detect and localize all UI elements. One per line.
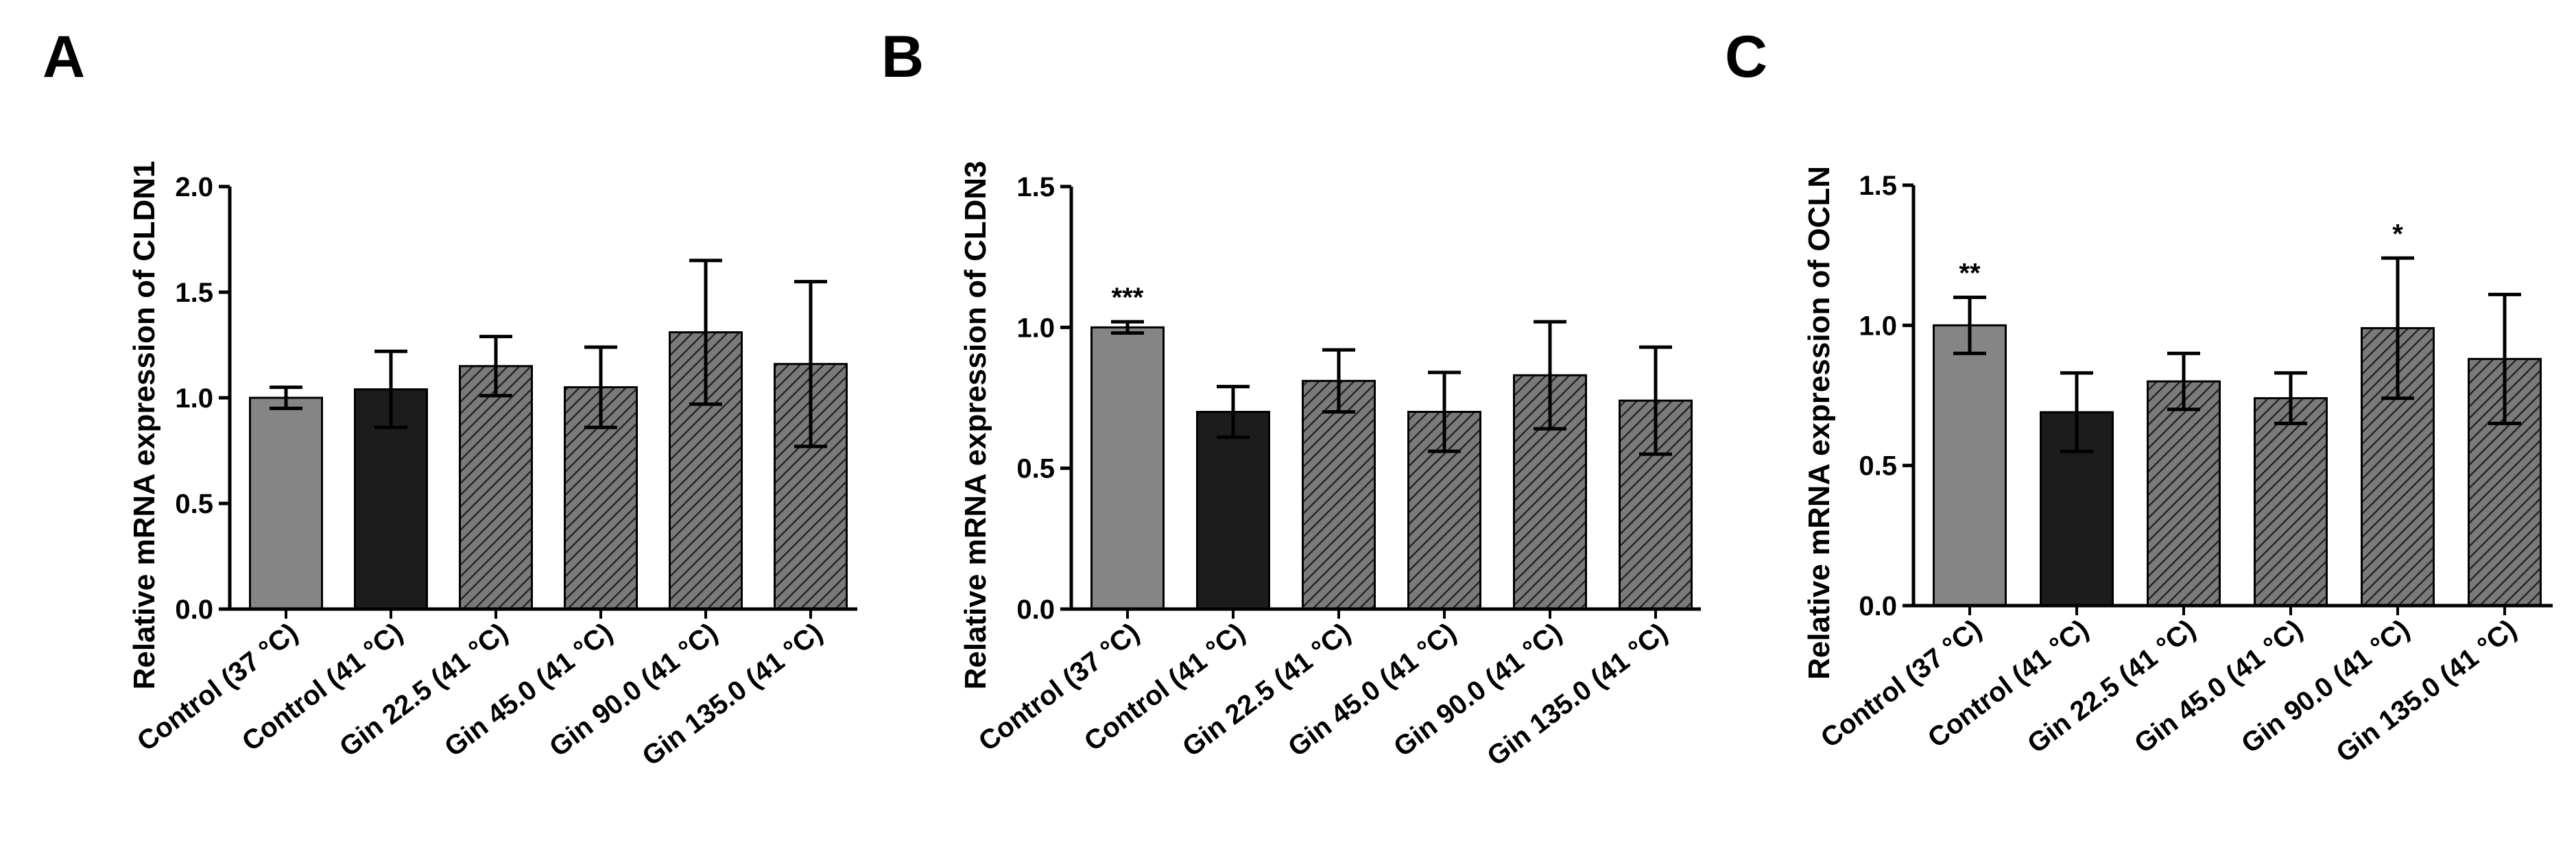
y-axis-title: Relative mRNA expression of CLDN1 [128, 160, 161, 689]
panel-letter-a: A [43, 24, 85, 90]
error-bar [689, 259, 722, 406]
bar [1196, 411, 1270, 610]
significance-label: * [2392, 219, 2403, 249]
error-bar [479, 335, 512, 398]
error-bar [1534, 320, 1566, 431]
significance-label: *** [1112, 283, 1144, 313]
category-label: Gin 135.0 (41 °C) [2330, 614, 2522, 768]
error-bar [2167, 351, 2200, 412]
error-bar [1217, 385, 1250, 439]
error-bar [2274, 371, 2307, 425]
bar [2147, 380, 2221, 607]
bar [459, 365, 533, 610]
bar [2254, 397, 2328, 607]
y-tick-label: 1.5 [1859, 171, 1897, 201]
y-tick-label: 1.0 [175, 383, 213, 414]
error-bar [2060, 371, 2093, 453]
bar [1407, 411, 1481, 610]
y-tick-label: 0.5 [175, 489, 213, 519]
error-bar [270, 385, 302, 410]
y-tick-label: 0.0 [1859, 591, 1897, 621]
error-bar [584, 345, 617, 429]
error-bar [374, 349, 407, 429]
y-axis-title: Relative mRNA expression of CLDN3 [959, 160, 992, 689]
panel-a: A Control (37 °C)Control (41 °C)Gin 22.5… [43, 24, 857, 772]
y-tick-label: 2.0 [175, 172, 213, 202]
y-tick-label: 0.0 [175, 595, 213, 625]
panel-letter-c: C [1725, 24, 1767, 90]
panel-letter-b: B [881, 24, 924, 90]
y-tick-label: 1.0 [1859, 311, 1897, 341]
chart-cldn1: Control (37 °C)Control (41 °C)Gin 22.5 (… [128, 160, 857, 772]
category-label: Gin 135.0 (41 °C) [636, 617, 828, 772]
bar [1090, 326, 1165, 610]
panel-c: C **Control (37 °C)Control (41 °C)Gin 22… [1725, 24, 2553, 768]
error-bar [1953, 295, 1986, 355]
bar [249, 396, 323, 610]
y-axis-title: Relative mRNA expression of OCLN [1802, 166, 1836, 680]
error-bar [1428, 370, 1461, 453]
bar [1933, 324, 2007, 607]
y-tick-label: 1.5 [1016, 172, 1055, 202]
error-bar [1322, 348, 1355, 414]
bar [1302, 379, 1376, 610]
y-tick-label: 0.5 [1859, 451, 1897, 481]
error-bar [1111, 320, 1144, 335]
y-tick-label: 1.5 [175, 278, 213, 308]
chart-ocln: **Control (37 °C)Control (41 °C)Gin 22.5… [1802, 166, 2553, 768]
chart-cldn3: ***Control (37 °C)Control (41 °C)Gin 22.… [959, 160, 1701, 772]
y-tick-label: 0.5 [1016, 454, 1055, 484]
category-label: Gin 135.0 (41 °C) [1481, 617, 1673, 772]
y-tick-label: 0.0 [1016, 595, 1055, 625]
error-bar [2488, 292, 2521, 425]
y-tick-label: 1.0 [1016, 313, 1055, 343]
panel-b: B ***Control (37 °C)Control (41 °C)Gin 2… [881, 24, 1701, 772]
error-bar [1639, 345, 1672, 456]
significance-label: ** [1959, 258, 1981, 288]
error-bar [794, 280, 827, 449]
error-bar [2381, 256, 2414, 401]
